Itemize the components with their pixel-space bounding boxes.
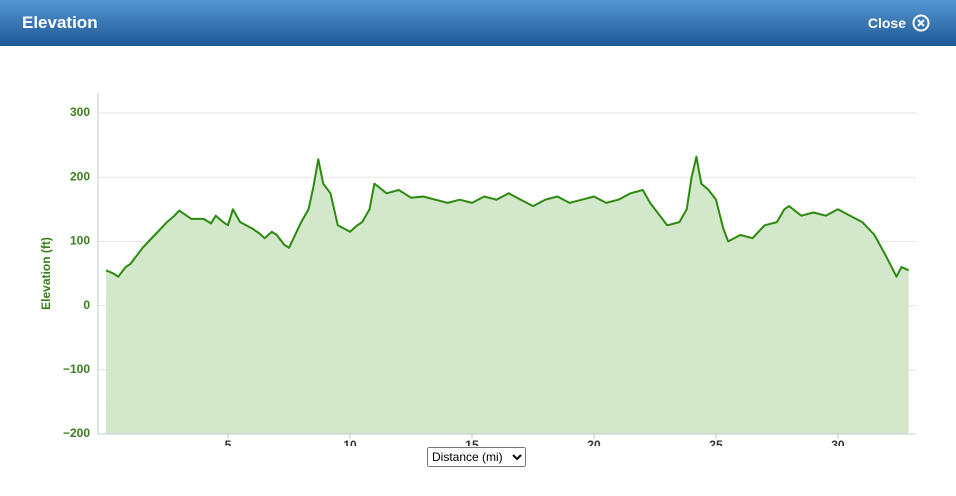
close-button[interactable]: Close [868,14,930,32]
y-axis-title: Elevation (ft) [39,237,53,310]
y-tick-label: 200 [70,169,90,183]
area [106,156,909,434]
close-icon[interactable] [912,14,930,32]
x-tick-label: 5 [225,438,232,446]
x-tick-label: 10 [343,438,357,446]
y-tick-label: −200 [63,426,90,440]
x-tick-label: 20 [587,438,601,446]
header: Elevation Close [0,0,956,46]
x-tick-label: 25 [709,438,723,446]
header-title: Elevation [22,13,98,32]
y-tick-label: 0 [83,298,90,312]
close-label[interactable]: Close [867,15,906,31]
chart: −200 −100 0 100 200 300 Elevation (ft) 5 10 15 20 2… [39,93,916,446]
x-tick-label: 15 [465,438,479,446]
x-tick-label: 30 [831,438,845,446]
y-tick-label: 100 [70,234,90,248]
y-tick-label: 300 [70,105,90,119]
y-tick-label: −100 [63,362,90,376]
distance-select[interactable]: Distance (mi) [427,447,526,467]
line [105,155,910,278]
